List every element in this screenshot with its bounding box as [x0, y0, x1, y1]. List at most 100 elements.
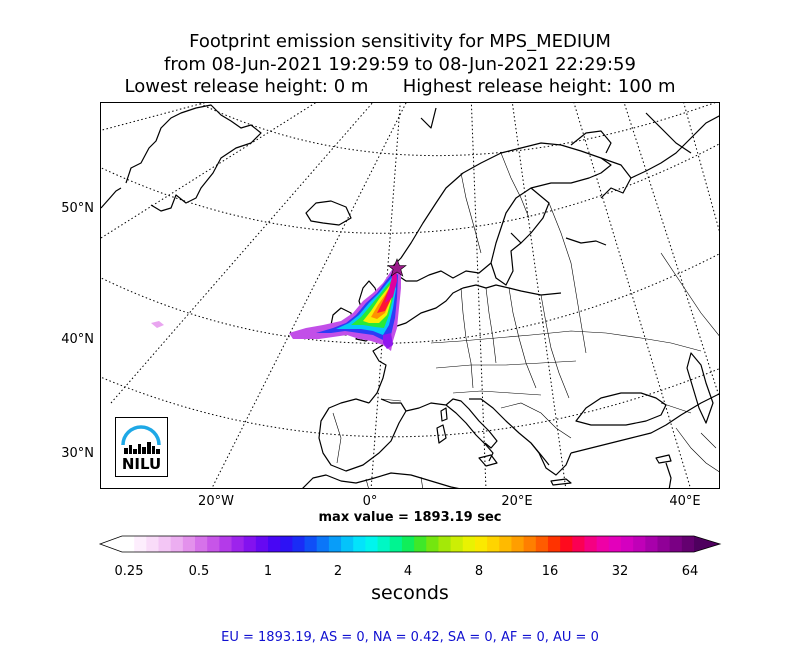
- colorbar-tick-1: 0.5: [188, 564, 210, 579]
- coast-middle-east: [665, 462, 672, 488]
- colorbar-segment: [158, 536, 172, 552]
- map-panel: [100, 102, 720, 489]
- colorbar-tick-6: 16: [541, 564, 559, 579]
- colorbar-segment: [499, 536, 513, 552]
- lat-label-50n: 50°N: [61, 201, 94, 216]
- coast-corsica: [440, 407, 448, 422]
- coast-italy: [445, 398, 498, 449]
- border-central-europe: [460, 287, 570, 399]
- colorbar: [98, 535, 722, 553]
- release-site-star-icon: [387, 258, 407, 277]
- parallel-50n: [101, 143, 719, 234]
- border-east-west: [430, 330, 702, 396]
- meridian-40e: [623, 103, 719, 398]
- colorbar-tick-8: 64: [681, 564, 699, 579]
- colorbar-segment: [414, 536, 427, 552]
- colorbar-segment: [487, 536, 500, 552]
- plume-patch-south: [383, 333, 393, 349]
- colorbar-segment: [207, 536, 220, 552]
- coast-crete: [550, 478, 572, 486]
- plume-yellow: [363, 281, 393, 323]
- colorbar-extend-right: [694, 536, 720, 552]
- colorbar-segment: [365, 536, 379, 552]
- colorbar-segment: [645, 536, 659, 552]
- lat-label-30n: 30°N: [61, 446, 94, 461]
- coast-arctic-russia: [630, 115, 719, 179]
- colorbar-segment: [535, 536, 549, 552]
- coast-sardinia: [436, 424, 447, 444]
- colorbar-segment: [195, 536, 208, 552]
- coast-adriatic-balkans: [469, 398, 550, 466]
- footprint-plume: [151, 263, 401, 351]
- lat-label-40n: 40°N: [61, 332, 94, 347]
- border-caucasus: [660, 402, 692, 414]
- colorbar-segment: [292, 536, 306, 552]
- border-russia-west: [548, 202, 587, 354]
- colorbar-segment: [438, 536, 452, 552]
- border-portugal: [332, 412, 342, 464]
- region-summary-text: EU = 1893.19, AS = 0, NA = 0.42, SA = 0,…: [221, 630, 599, 645]
- coast-novaya: [645, 112, 692, 154]
- colorbar-segment: [353, 536, 366, 552]
- coast-france-atlantic: [368, 342, 387, 404]
- colorbar-segment: [608, 536, 622, 552]
- colorbar-segment: [547, 536, 561, 552]
- colorbar-segment: [231, 536, 245, 552]
- coast-greenland: [125, 104, 262, 212]
- nilu-logo-text: NILU: [121, 455, 162, 473]
- colorbar-segment: [219, 536, 233, 552]
- coast-caspian: [686, 352, 714, 424]
- colorbar-segment: [560, 536, 573, 552]
- colorbar-segment: [389, 536, 403, 552]
- lon-label-0: 0°: [362, 494, 378, 509]
- colorbar-tick-7: 32: [611, 564, 629, 579]
- colorbar-segment: [122, 536, 135, 552]
- colorbar-segment: [584, 536, 598, 552]
- colorbar-segment: [633, 536, 646, 552]
- colorbar-tick-2: 1: [263, 564, 273, 579]
- coast-white-sea: [600, 157, 632, 199]
- coast-greenland-west: [101, 187, 122, 209]
- coast-west-europe: [390, 284, 562, 329]
- nilu-arc: [121, 425, 161, 446]
- colorbar-segment: [572, 536, 586, 552]
- coast-iberia: [318, 398, 407, 472]
- colorbar-segment: [134, 536, 147, 552]
- plume-orange: [371, 283, 392, 319]
- colorbar-segment: [426, 536, 440, 552]
- colorbar-segment: [341, 536, 354, 552]
- border-africa: [365, 476, 423, 488]
- title-line-1: Footprint emission sensitivity for MPS_M…: [189, 31, 611, 52]
- title-line-3: Lowest release height: 0 m Highest relea…: [124, 76, 676, 97]
- colorbar-segment: [146, 536, 160, 552]
- plume-patch-far-west: [151, 321, 164, 328]
- colorbar-segment: [182, 536, 196, 552]
- coast-africa: [302, 472, 460, 488]
- colorbar-outline: [98, 535, 722, 553]
- coast-greece: [530, 442, 572, 476]
- country-borders: [332, 152, 719, 488]
- colorbar-segment: [462, 536, 476, 552]
- max-value-text: max value = 1893.19 sec: [318, 510, 502, 525]
- coastlines: [101, 104, 719, 488]
- colorbar-segment: [511, 536, 525, 552]
- colorbar-tick-3: 2: [333, 564, 343, 579]
- coast-svalbard-edge: [420, 107, 437, 129]
- colorbar-segment: [304, 536, 318, 552]
- lon-label-20e: 20°E: [501, 494, 533, 509]
- coast-baltic: [490, 232, 522, 286]
- meridian-20e: [511, 103, 567, 488]
- coast-iceland: [305, 200, 352, 226]
- nilu-skyline-icon: [121, 425, 161, 454]
- colorbar-segment: [255, 536, 269, 552]
- colorbar-segment: [377, 536, 391, 552]
- colorbar-segment: [401, 536, 415, 552]
- colorbar-segment: [450, 536, 464, 552]
- colorbar-segment: [280, 536, 293, 552]
- colorbar-extend-left: [100, 536, 122, 552]
- colorbar-tick-0: 0.25: [114, 564, 144, 579]
- coast-arctic-islands: [565, 237, 607, 246]
- coast-kola: [570, 130, 612, 154]
- lon-label-40e: 40°E: [669, 494, 701, 509]
- border-middle-east: [675, 427, 719, 473]
